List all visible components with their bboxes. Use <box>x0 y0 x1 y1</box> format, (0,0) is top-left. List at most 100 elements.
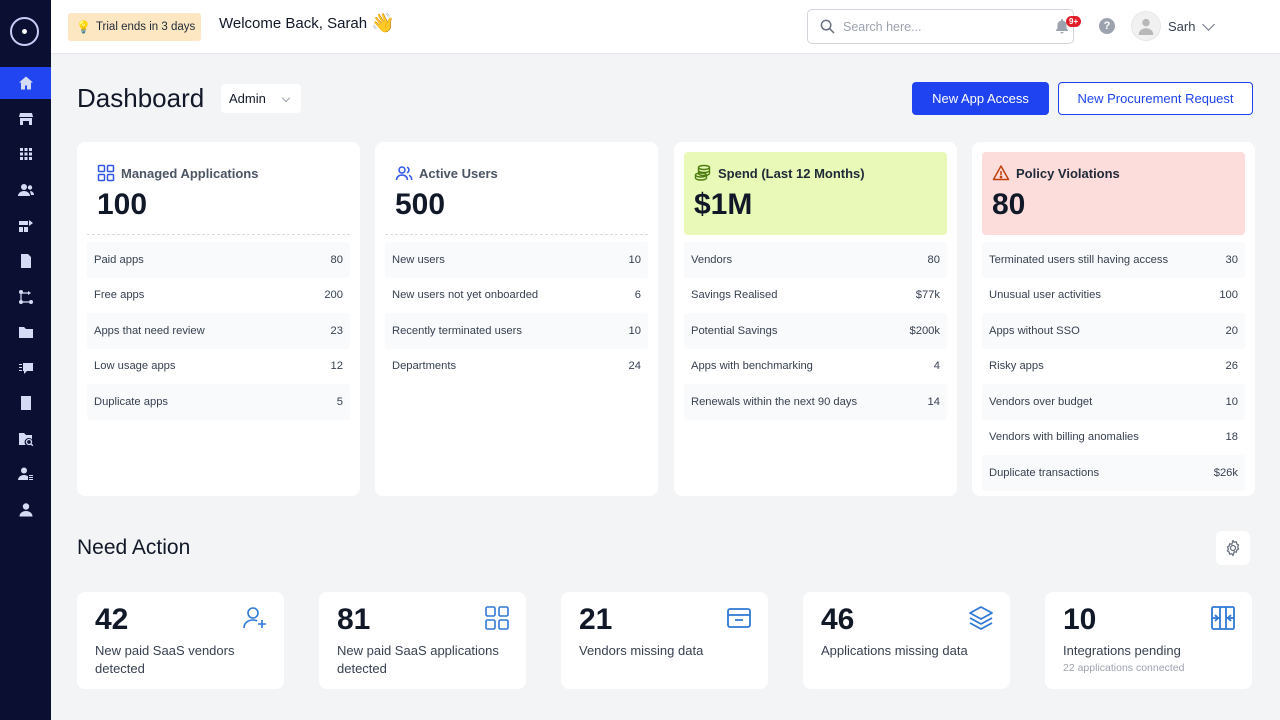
list-item[interactable]: Departments 24 <box>385 349 648 385</box>
list-item[interactable]: Vendors over budget 10 <box>982 384 1245 420</box>
sidebar-item-profile[interactable] <box>0 494 51 526</box>
row-label: Low usage apps <box>94 360 176 373</box>
action-label: Applications missing data <box>821 643 968 658</box>
folder-icon <box>18 327 33 338</box>
person-icon <box>1138 18 1154 35</box>
sidebar-item-discovery[interactable] <box>0 423 51 455</box>
avatar <box>1131 11 1161 41</box>
row-value: 10 <box>1225 395 1238 408</box>
row-value: 100 <box>1219 289 1238 302</box>
sidebar-item-home[interactable] <box>0 67 51 99</box>
sidebar-item-workflows[interactable] <box>0 281 51 313</box>
row-label: Savings Realised <box>691 289 778 302</box>
apps-grid-icon <box>19 148 32 160</box>
action-card-applications-missing-data[interactable]: 46 Applications missing data <box>803 592 1010 689</box>
sidebar <box>0 0 51 720</box>
search-box[interactable] <box>807 9 1074 44</box>
role-select[interactable]: Admin <box>221 84 301 113</box>
list-item[interactable]: Recently terminated users 10 <box>385 313 648 349</box>
card-title-text: Policy Violations <box>1016 165 1120 181</box>
managed-applications-card[interactable]: Managed Applications 100 Paid apps 80 Fre… <box>77 142 360 496</box>
new-procurement-request-button[interactable]: New Procurement Request <box>1058 82 1253 115</box>
help-icon[interactable]: ? <box>1099 18 1115 34</box>
sidebar-item-feedback[interactable] <box>0 352 51 384</box>
top-bar: 💡 Trial ends in 3 days Welcome Back, Sar… <box>51 0 1280 54</box>
row-value: 14 <box>927 395 940 408</box>
home-icon <box>18 76 33 90</box>
action-card-integrations-pending[interactable]: 10 Integrations pending 22 applications … <box>1045 592 1252 689</box>
row-label: Vendors with billing anomalies <box>989 431 1139 444</box>
list-item[interactable]: Duplicate apps 5 <box>87 384 350 420</box>
trial-banner[interactable]: 💡 Trial ends in 3 days <box>68 13 202 41</box>
list-item[interactable]: Low usage apps 12 <box>87 349 350 385</box>
row-label: Free apps <box>94 289 145 302</box>
active-users-card[interactable]: Active Users 500 New users 10 New users n… <box>375 142 658 496</box>
sidebar-item-apps[interactable] <box>0 138 51 170</box>
card-title-text: Managed Applications <box>121 165 259 181</box>
action-subtext: 22 applications connected <box>1063 662 1185 674</box>
card-title: Active Users <box>395 164 638 182</box>
list-item[interactable]: Duplicate transactions $26k <box>982 455 1245 491</box>
row-value: 23 <box>330 324 343 337</box>
list-item[interactable]: New users not yet onboarded 6 <box>385 278 648 314</box>
sidebar-item-widgets[interactable] <box>0 210 51 242</box>
new-app-access-button[interactable]: New App Access <box>912 82 1049 115</box>
list-item[interactable]: Free apps 200 <box>87 278 350 314</box>
row-value: $200k <box>909 324 940 337</box>
row-label: Vendors over budget <box>989 395 1093 408</box>
action-card-applications-detected[interactable]: 81 New paid SaaS applications detected <box>319 592 526 689</box>
list-item[interactable]: Apps that need review 23 <box>87 313 350 349</box>
list-item[interactable]: Vendors 80 <box>684 242 947 278</box>
list-item[interactable]: Terminated users still having access 30 <box>982 242 1245 278</box>
sidebar-item-users[interactable] <box>0 174 51 206</box>
list-item[interactable]: Unusual user activities 100 <box>982 278 1245 314</box>
list-item[interactable]: Savings Realised $77k <box>684 278 947 314</box>
action-count: 42 <box>95 603 129 636</box>
row-value: 26 <box>1225 360 1238 373</box>
list-item[interactable]: New users 10 <box>385 242 648 278</box>
card-title: Policy Violations <box>992 164 1235 182</box>
row-value: $77k <box>915 289 940 302</box>
policy-violations-card[interactable]: Policy Violations 80 Terminated users st… <box>972 142 1255 496</box>
list-item[interactable]: Renewals within the next 90 days 14 <box>684 384 947 420</box>
sidebar-item-user-management[interactable] <box>0 458 51 490</box>
user-menu[interactable]: Sarh <box>1131 11 1216 41</box>
trial-label: Trial ends in 3 days <box>95 21 196 33</box>
app-logo[interactable] <box>10 17 39 46</box>
card-title: Spend (Last 12 Months) <box>694 164 937 182</box>
card-header: Policy Violations 80 <box>982 152 1245 235</box>
list-item[interactable]: Apps with benchmarking 4 <box>684 349 947 385</box>
row-value: $26k <box>1213 466 1238 479</box>
action-card-vendors-detected[interactable]: 42 New paid SaaS vendors detected <box>77 592 284 689</box>
sidebar-item-folders[interactable] <box>0 316 51 348</box>
card-title-text: Active Users <box>419 165 498 181</box>
search-input[interactable] <box>843 19 1053 34</box>
row-label: Renewals within the next 90 days <box>691 395 858 408</box>
row-label: Apps that need review <box>94 324 205 337</box>
welcome-text: Welcome Back, Sarah <box>219 15 368 32</box>
sidebar-item-reports[interactable] <box>0 387 51 419</box>
list-item[interactable]: Vendors with billing anomalies 18 <box>982 420 1245 456</box>
list-item[interactable]: Risky apps 26 <box>982 349 1245 385</box>
warning-icon <box>992 165 1010 181</box>
action-card-vendors-missing-data[interactable]: 21 Vendors missing data <box>561 592 768 689</box>
integrations-icon <box>1211 606 1235 630</box>
sidebar-item-store[interactable] <box>0 103 51 135</box>
notifications-button[interactable] <box>1054 18 1072 36</box>
settings-button[interactable] <box>1216 531 1250 565</box>
row-label: Unusual user activities <box>989 289 1101 302</box>
row-value: 80 <box>330 253 343 266</box>
row-label: Departments <box>392 360 457 373</box>
list-item[interactable]: Potential Savings $200k <box>684 313 947 349</box>
sidebar-item-documents[interactable] <box>0 245 51 277</box>
spend-card[interactable]: Spend (Last 12 Months) $1M Vendors 80 Sav… <box>674 142 957 496</box>
row-value: 10 <box>628 324 641 337</box>
profile-icon <box>19 503 32 517</box>
row-value: 6 <box>634 289 641 302</box>
row-label: Risky apps <box>989 360 1044 373</box>
row-label: Duplicate apps <box>94 395 169 408</box>
list-item[interactable]: Paid apps 80 <box>87 242 350 278</box>
card-header: Spend (Last 12 Months) $1M <box>684 152 947 235</box>
list-item[interactable]: Apps without SSO 20 <box>982 313 1245 349</box>
store-icon <box>18 113 33 125</box>
